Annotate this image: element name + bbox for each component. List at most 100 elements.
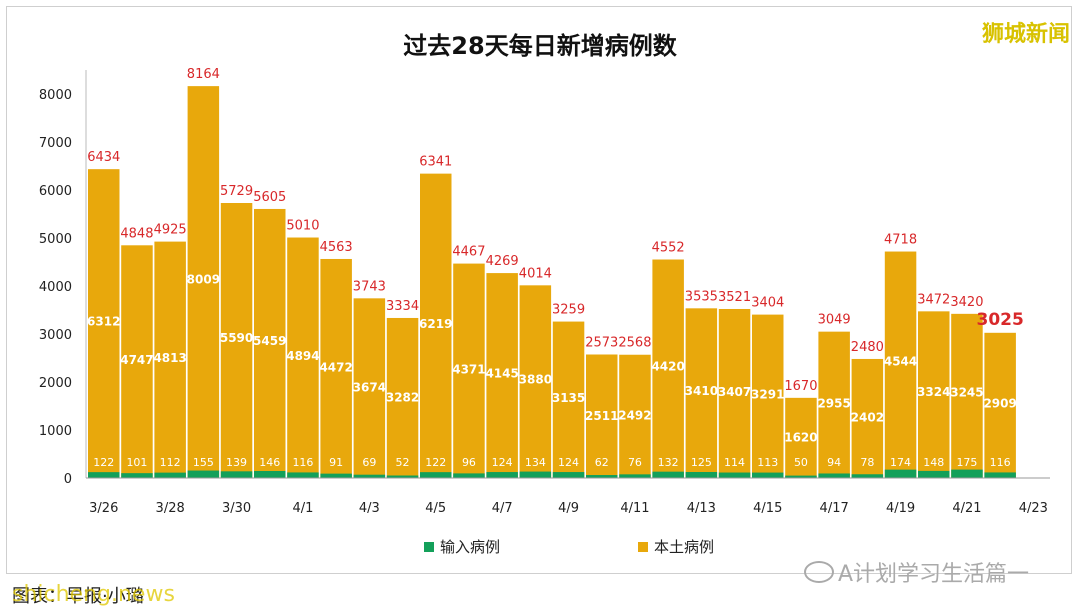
data-label-import: 91 (329, 456, 343, 469)
data-label-total: 4467 (452, 245, 485, 260)
data-label-local: 5459 (253, 334, 286, 348)
data-label-local: 2492 (618, 409, 651, 423)
x-tick-label: 3/28 (156, 501, 185, 516)
data-label-import: 101 (126, 456, 147, 469)
data-label-total: 2480 (851, 340, 884, 355)
data-label-local: 4813 (153, 351, 186, 365)
legend-label-import: 输入病例 (440, 538, 501, 556)
bar-local (187, 86, 220, 479)
bar-local (453, 263, 485, 478)
x-tick-label: 4/13 (687, 501, 716, 516)
bar-import (386, 475, 419, 478)
y-tick-label: 5000 (39, 232, 72, 247)
bar-import (187, 470, 220, 478)
data-label-local: 2511 (585, 409, 618, 423)
data-label-total: 3259 (552, 303, 585, 318)
bar-import (486, 472, 518, 478)
chart-frame (6, 6, 1072, 574)
data-label-total: 3334 (386, 299, 419, 314)
data-label-local: 3324 (917, 385, 950, 399)
data-label-import: 113 (757, 456, 778, 469)
bar-local (121, 245, 153, 478)
watermark-top: 狮城新闻 (981, 22, 1070, 47)
watermark-bottom-left: shicheng.news (12, 582, 175, 607)
data-label-import: 116 (990, 456, 1011, 469)
legend-swatch-import (424, 541, 434, 552)
data-label-import: 76 (628, 456, 642, 469)
x-tick-label: 4/3 (359, 501, 380, 516)
legend-item-import: 输入病例 (424, 536, 500, 557)
data-label-local: 4894 (286, 349, 319, 363)
bar-local (287, 237, 319, 478)
bar-local (785, 397, 817, 478)
data-label-import: 112 (160, 456, 181, 469)
x-tick-label: 4/11 (620, 501, 649, 516)
data-label-import: 94 (827, 456, 841, 469)
bar-import (420, 472, 452, 478)
data-label-local: 3674 (353, 381, 386, 395)
bar-local (386, 317, 419, 478)
data-label-local: 1620 (784, 431, 817, 445)
data-label-local: 4472 (319, 360, 352, 374)
bar-local (984, 332, 1016, 478)
data-label-total: 4718 (884, 233, 917, 248)
data-label-import: 52 (396, 456, 410, 469)
x-tick-label: 4/23 (1019, 501, 1048, 516)
bar-import (851, 474, 884, 478)
data-label-local: 3880 (519, 372, 552, 386)
bar-import (984, 472, 1016, 478)
data-label-total: 4552 (652, 241, 685, 256)
wechat-icon (804, 561, 834, 583)
x-tick-label: 4/15 (753, 501, 782, 516)
bar-import (552, 472, 585, 478)
bar-local (652, 259, 684, 478)
data-label-total: 3472 (917, 292, 950, 307)
x-tick-label: 3/26 (89, 501, 118, 516)
data-label-total: 3420 (950, 295, 983, 310)
data-label-local: 6312 (87, 315, 120, 329)
data-label-total: 4269 (486, 254, 519, 269)
bar-import (586, 475, 618, 478)
data-label-local: 2955 (817, 397, 850, 411)
bar-local (818, 331, 850, 478)
bar-import (287, 472, 319, 478)
x-tick-label: 4/19 (886, 501, 915, 516)
data-label-local: 4420 (651, 360, 684, 374)
data-label-total: 4925 (154, 223, 187, 238)
data-label-total: 3521 (718, 290, 751, 305)
data-label-local: 4371 (452, 362, 485, 376)
y-tick-label: 0 (64, 472, 72, 487)
legend-label-local: 本土病例 (654, 538, 715, 556)
y-tick-label: 3000 (39, 328, 72, 343)
bar-local (220, 203, 253, 478)
data-label-local: 5590 (220, 331, 253, 345)
data-label-local: 3291 (751, 388, 784, 402)
bar-import (785, 475, 817, 478)
bar-local (752, 314, 784, 478)
data-label-import: 114 (724, 456, 745, 469)
data-label-total: 1670 (784, 379, 817, 394)
wechat-watermark: A计划学习生活篇一 (804, 556, 1029, 588)
bar-import (752, 472, 784, 478)
legend-swatch-local (638, 541, 648, 552)
wechat-account-name: A计划学习生活篇一 (838, 562, 1030, 587)
bar-local (586, 354, 618, 478)
bar-local (320, 258, 352, 478)
data-label-import: 125 (691, 456, 712, 469)
y-tick-label: 7000 (39, 136, 72, 151)
bar-import (718, 472, 751, 478)
data-label-import: 175 (956, 456, 977, 469)
y-tick-label: 6000 (39, 184, 72, 199)
data-label-total: 4848 (120, 226, 153, 241)
legend-item-local: 本土病例 (638, 536, 714, 557)
bar-local (884, 251, 917, 478)
data-label-local: 3407 (718, 385, 751, 399)
x-tick-label: 4/5 (425, 501, 446, 516)
data-label-total: 5729 (220, 184, 253, 199)
data-label-local: 4145 (485, 367, 518, 381)
bar-import (884, 469, 917, 478)
bar-import (685, 472, 718, 478)
data-label-import: 96 (462, 456, 476, 469)
bar-import (88, 472, 120, 478)
data-label-import: 132 (658, 456, 679, 469)
